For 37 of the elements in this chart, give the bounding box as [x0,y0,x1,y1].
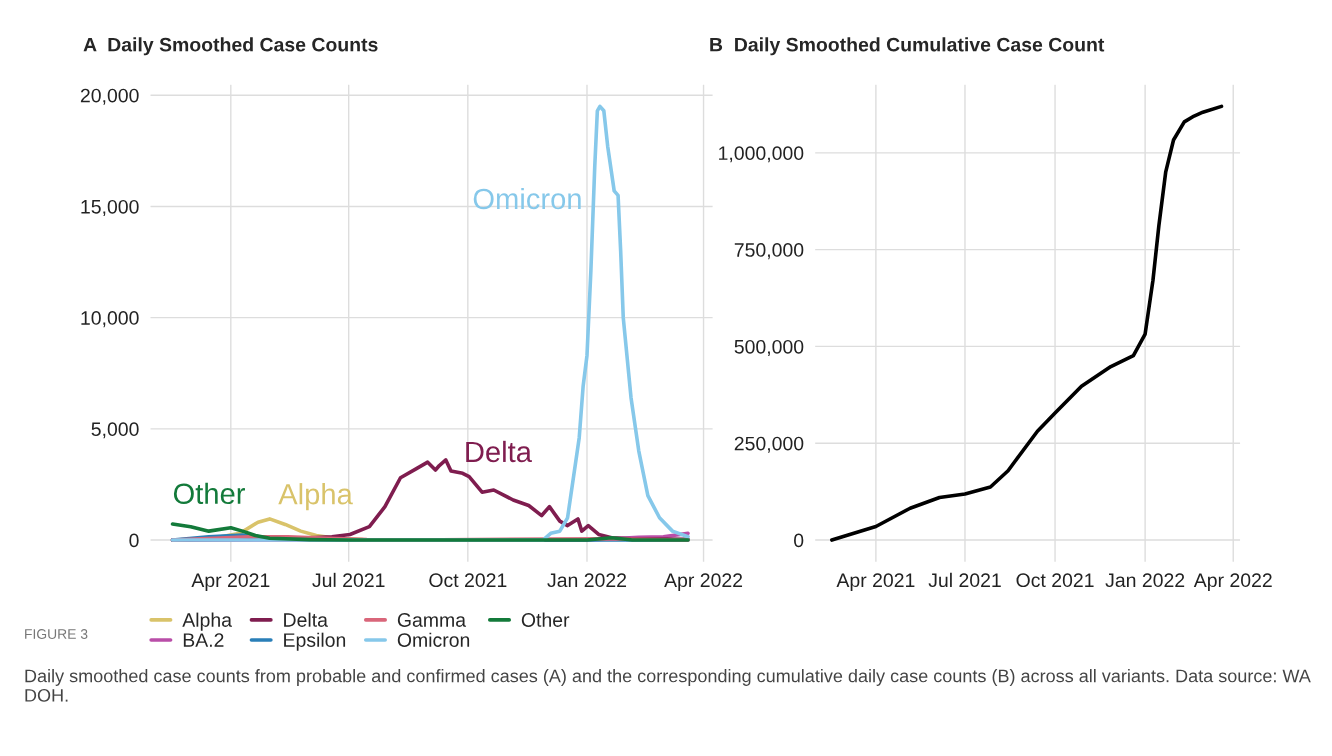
annotation: Alpha [278,483,353,511]
x-tick-label: Jul 2021 [312,572,385,588]
caption: FIGURE 3 [25,629,88,639]
y-tick-label: 1,000,000 [719,146,804,163]
y-tick-label: 250,000 [734,436,804,453]
legend-label: BA.2 [183,633,224,647]
x-tick-label: Jan 2022 [1105,573,1185,588]
legend-label: Alpha [182,612,232,631]
chart-title: A Daily Smoothed Case Counts [83,37,378,56]
y-tick-label: 20,000 [80,88,139,105]
y-tick-label: 500,000 [734,339,804,356]
legend-label: Epsilon [284,632,346,651]
annotation: Delta [466,440,532,463]
y-tick-label: 0 [129,533,139,548]
y-tick-label: 15,000 [81,199,139,216]
legend-label: Delta [284,612,328,627]
text: Daily smoothed case counts from probable and confirmed cases (A) and the corresponding cumulative daily case counts (B) across all variants. Data source: WA DOH. [25,669,1311,702]
y-tick-label: 10,000 [81,311,139,328]
x-tick-label: Apr 2022 [664,573,743,591]
line-series [830,104,1224,542]
x-tick-label: Jan 2022 [547,573,627,588]
y-tick-label: 5,000 [91,422,139,439]
x-tick-label: Apr 2021 [191,573,270,591]
chart-title: B Daily Smoothed Cumulative Case Count [710,37,1105,56]
legend-label: Omicron [397,632,470,647]
x-tick-label: Oct 2021 [429,573,507,588]
y-tick-label: 0 [794,533,804,548]
legend-label: Other [521,612,570,627]
x-tick-label: Jul 2021 [928,572,1001,588]
x-tick-label: Oct 2021 [1016,573,1094,588]
x-tick-label: Apr 2022 [1193,573,1272,591]
annotation: Other [173,482,245,505]
y-tick-label: 750,000 [734,243,804,260]
x-tick-label: Apr 2021 [836,573,915,591]
annotation: Omicron [473,187,581,210]
legend-label: Gamma [397,613,467,627]
line-series [170,522,690,542]
